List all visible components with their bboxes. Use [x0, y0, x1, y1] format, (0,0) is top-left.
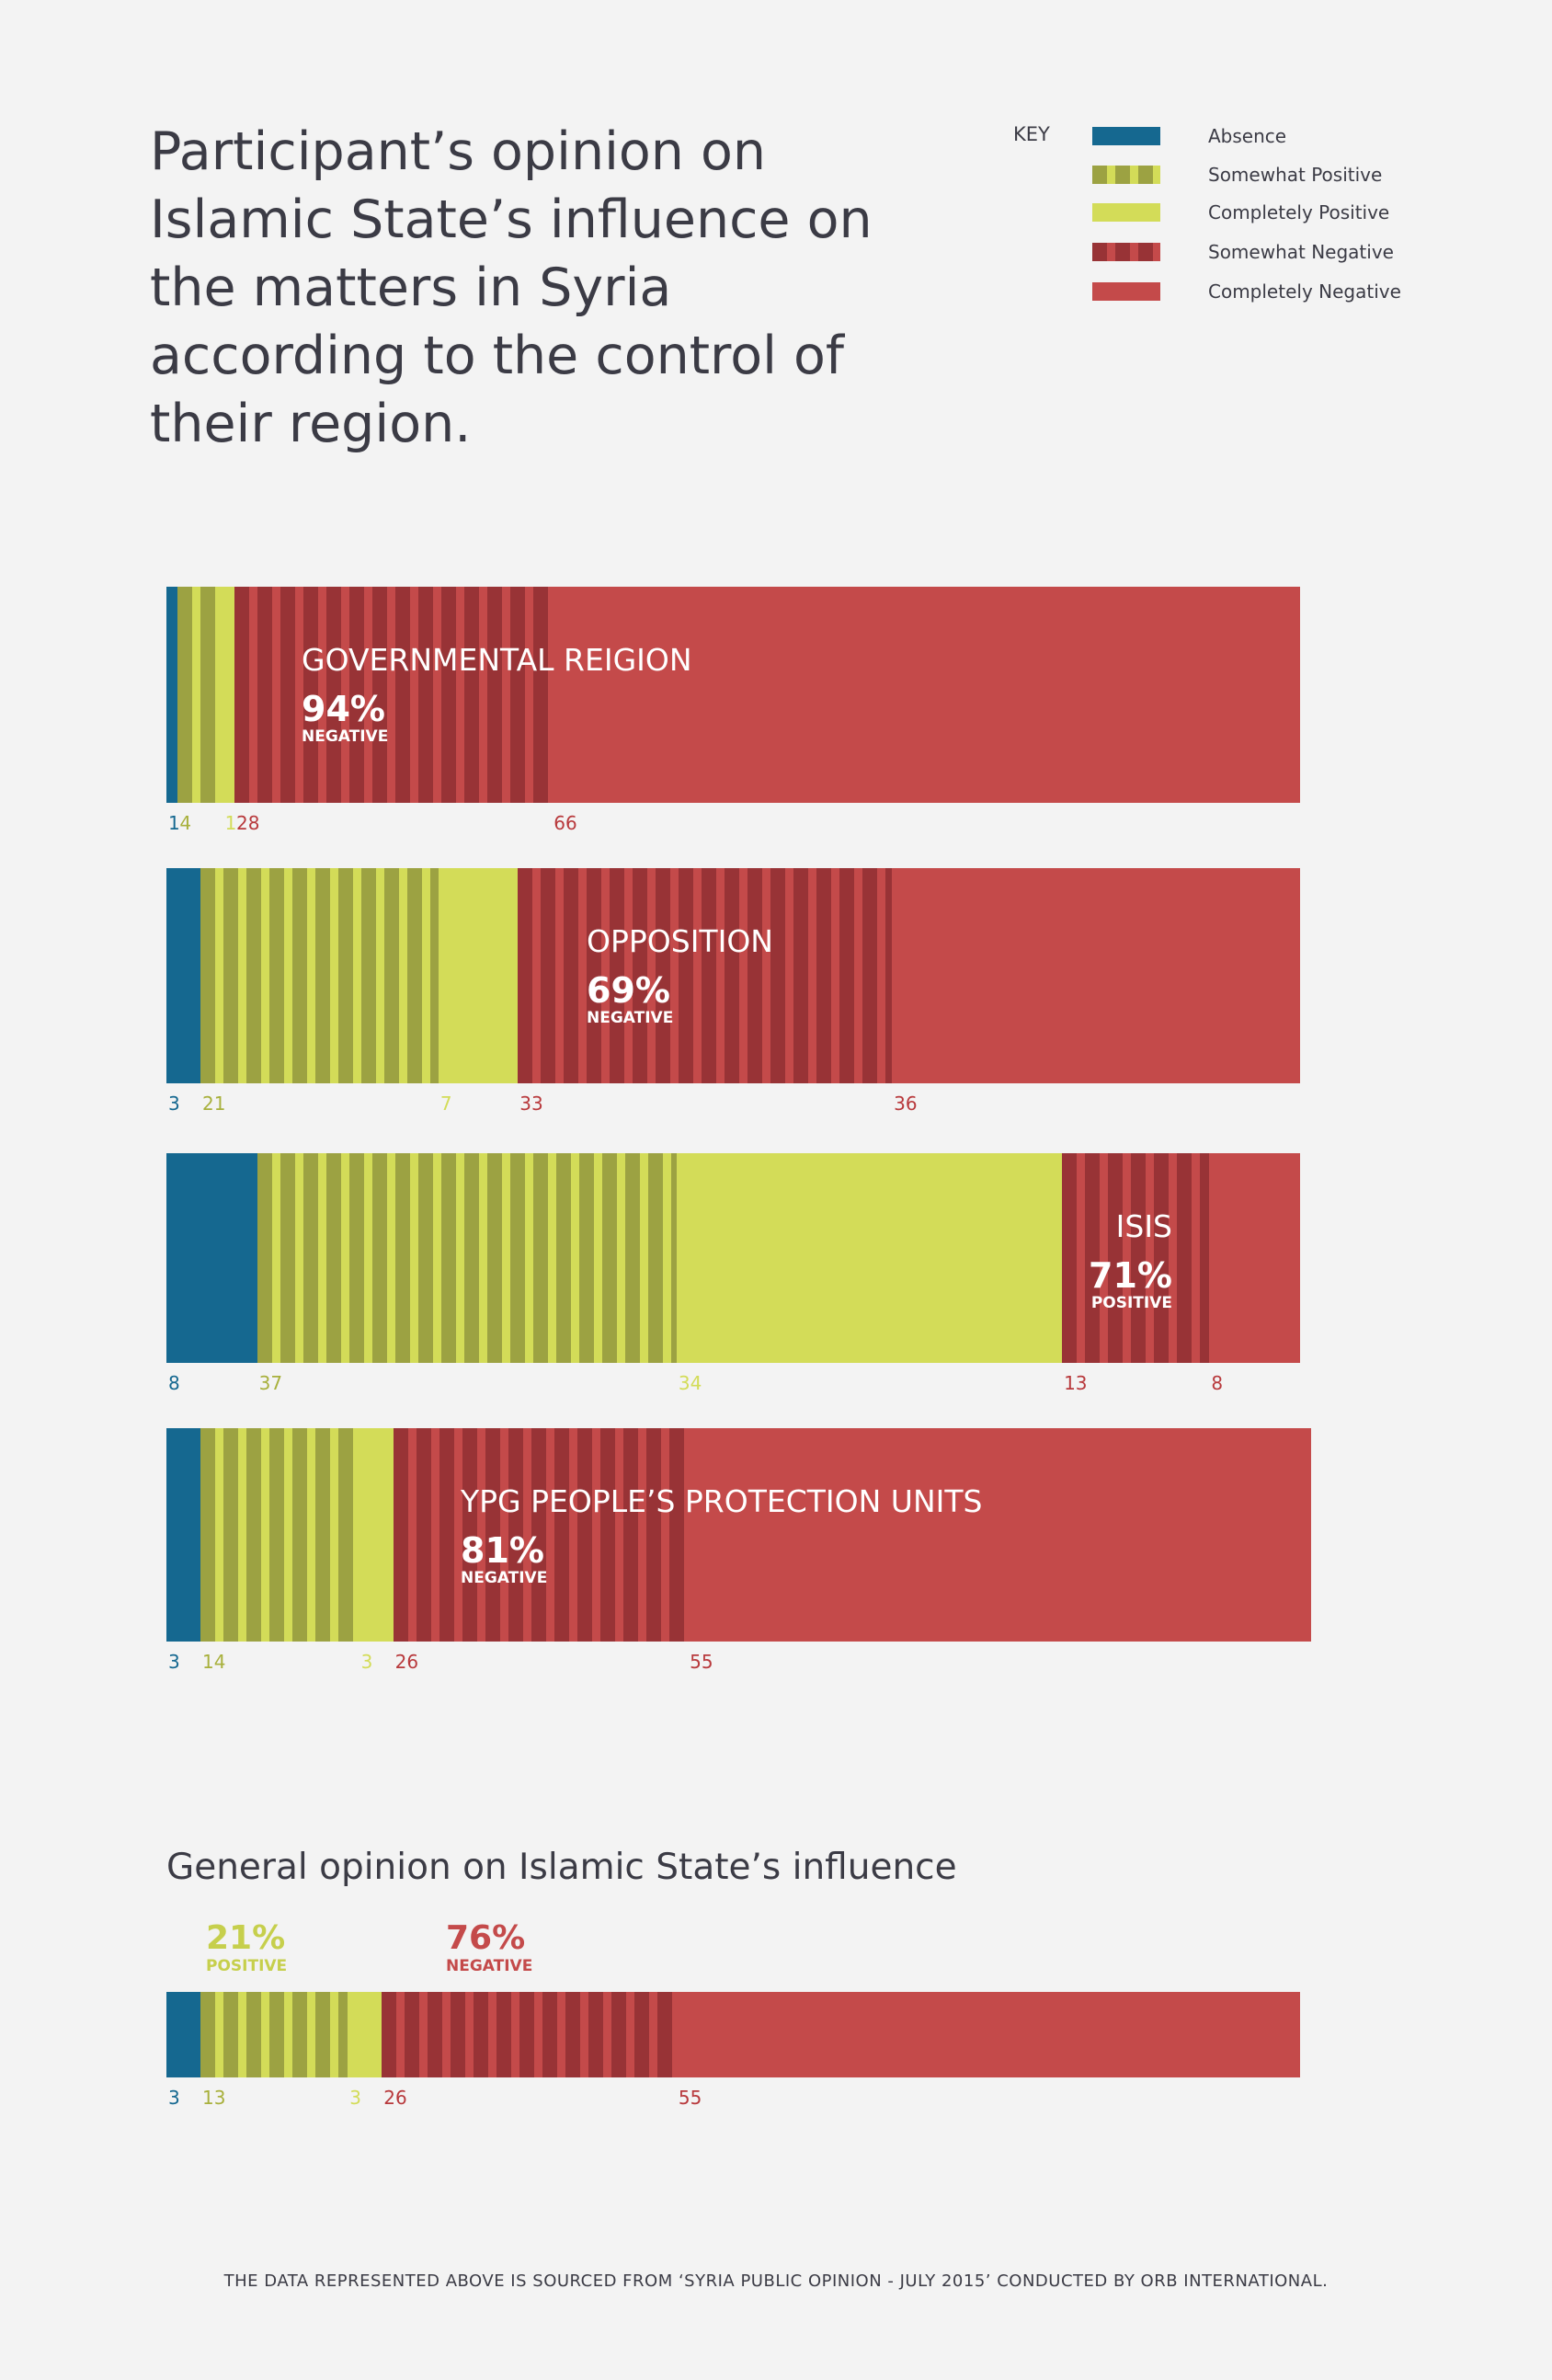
legend-label: Somewhat Negative — [1208, 241, 1394, 263]
bar-segment-completely-negative — [892, 868, 1300, 1083]
general-title: General opinion on Islamic State’s influ… — [166, 1847, 957, 1888]
bar-headline-percent: 94% — [302, 689, 385, 729]
data-label-absence: 3 — [168, 1093, 180, 1115]
data-label-somewhat-positive: 21 — [201, 1093, 226, 1115]
bar-segment-somewhat-positive — [200, 1992, 348, 2077]
data-label-somewhat-negative: 13 — [1064, 1372, 1088, 1394]
chart-title: Participant’s opinion on Islamic State’s… — [150, 121, 873, 454]
bar-segment-somewhat-negative — [393, 1428, 689, 1642]
bar-segment-completely-positive — [676, 1153, 1063, 1363]
general-positive-value: 21% — [206, 1919, 286, 1957]
data-label-completely-positive: 3 — [349, 2087, 361, 2109]
data-label-somewhat-positive: 37 — [258, 1372, 283, 1394]
bar-headline-percent: 69% — [587, 970, 670, 1011]
legend-item-somewhat-positive: Somewhat Positive — [1092, 164, 1383, 186]
source-footnote: THE DATA REPRESENTED ABOVE IS SOURCED FR… — [223, 2271, 1329, 2291]
legend-title: KEY — [1013, 123, 1050, 145]
region-bar — [166, 587, 1300, 803]
data-label-somewhat-positive: 13 — [201, 2087, 226, 2109]
bar-title: ISIS — [1115, 1208, 1172, 1244]
bar-segment-somewhat-negative — [382, 1992, 677, 2077]
legend-swatch — [1092, 282, 1160, 301]
data-label-absence: 3 — [168, 2087, 180, 2109]
bar-segment-somewhat-negative — [1062, 1153, 1210, 1363]
data-label-somewhat-negative: 26 — [394, 1651, 419, 1673]
bar-annotation: OPPOSITION 69% NEGATIVE — [587, 923, 773, 1027]
bar-segment-absence — [166, 1153, 257, 1363]
bar-segment-absence — [166, 1992, 200, 2077]
data-label-somewhat-negative: 28 — [235, 812, 260, 834]
data-label-somewhat-positive: 4 — [179, 812, 192, 834]
bar-title: GOVERNMENTAL REIGION — [302, 642, 692, 678]
bar-annotation: ISIS 71% POSITIVE — [1089, 1208, 1172, 1312]
bar-headline-percent: 71% — [1089, 1255, 1172, 1296]
bar-headline-label: NEGATIVE — [302, 727, 389, 746]
general-positive-label: POSITIVE — [206, 1957, 288, 1975]
bar-segment-somewhat-positive — [257, 1153, 677, 1363]
data-label-absence: 1 — [168, 812, 180, 834]
legend-label: Completely Positive — [1208, 201, 1390, 223]
bar-headline-label: POSITIVE — [1090, 1294, 1172, 1312]
bar-segment-completely-positive — [223, 587, 234, 803]
bar-segment-completely-negative — [1209, 1153, 1300, 1363]
data-label-completely-positive: 1 — [224, 812, 237, 834]
bar-segment-completely-negative — [676, 1992, 1300, 2077]
legend-label: Completely Negative — [1208, 280, 1401, 303]
bar-annotation: YPG PEOPLE’S PROTECTION UNITS 81% NEGATIVE — [461, 1483, 982, 1587]
bar-segment-absence — [166, 587, 178, 803]
bar-segment-somewhat-positive — [200, 1428, 359, 1642]
region-bar — [166, 868, 1300, 1083]
data-label-completely-negative: 55 — [678, 2087, 702, 2109]
general-positive-stat: 21% POSITIVE — [206, 1919, 288, 1976]
legend-item-somewhat-negative: Somewhat Negative — [1092, 241, 1394, 263]
general-negative-label: NEGATIVE — [446, 1957, 533, 1975]
bar-segment-somewhat-positive — [177, 587, 223, 803]
region-bar — [166, 1153, 1300, 1363]
bar-title: OPPOSITION — [587, 923, 773, 959]
general-negative-value: 76% — [446, 1919, 526, 1957]
bar-segment-completely-negative — [688, 1428, 1312, 1642]
legend-label: Somewhat Positive — [1208, 164, 1383, 186]
data-label-completely-negative: 36 — [894, 1093, 918, 1115]
bar-segment-completely-positive — [359, 1428, 394, 1642]
general-bar — [166, 1992, 1300, 2077]
data-label-somewhat-positive: 14 — [201, 1651, 226, 1673]
bar-segment-completely-positive — [438, 868, 519, 1083]
data-label-completely-positive: 34 — [678, 1372, 702, 1394]
bar-segment-completely-positive — [348, 1992, 382, 2077]
legend-item-absence: Absence — [1092, 125, 1287, 147]
legend-swatch — [1092, 127, 1160, 145]
legend-swatch — [1092, 243, 1160, 261]
legend-swatch — [1092, 203, 1160, 222]
legend-label: Absence — [1208, 125, 1287, 147]
bar-segment-absence — [166, 868, 200, 1083]
data-label-completely-negative: 55 — [690, 1651, 713, 1673]
data-label-somewhat-negative: 26 — [383, 2087, 407, 2109]
data-label-absence: 8 — [168, 1372, 180, 1394]
bar-headline-label: NEGATIVE — [587, 1009, 674, 1027]
bar-title: YPG PEOPLE’S PROTECTION UNITS — [461, 1483, 983, 1519]
bar-segment-completely-negative — [552, 587, 1300, 803]
bar-segment-absence — [166, 1428, 200, 1642]
data-label-completely-positive: 3 — [360, 1651, 373, 1673]
data-label-completely-negative: 8 — [1211, 1372, 1224, 1394]
region-bar — [166, 1428, 1312, 1642]
bar-headline-percent: 81% — [461, 1530, 544, 1571]
data-label-completely-positive: 7 — [439, 1093, 452, 1115]
bar-annotation: GOVERNMENTAL REIGION 94% NEGATIVE — [302, 642, 692, 746]
legend-item-completely-positive: Completely Positive — [1092, 201, 1390, 223]
bar-segment-somewhat-negative — [234, 587, 553, 803]
legend-swatch — [1092, 166, 1160, 184]
bar-segment-somewhat-negative — [518, 868, 893, 1083]
bar-segment-somewhat-positive — [200, 868, 439, 1083]
data-label-somewhat-negative: 33 — [519, 1093, 543, 1115]
data-label-completely-negative: 66 — [553, 812, 577, 834]
bar-headline-label: NEGATIVE — [461, 1569, 548, 1587]
data-label-absence: 3 — [168, 1651, 180, 1673]
legend-item-completely-negative: Completely Negative — [1092, 280, 1401, 303]
general-negative-stat: 76% NEGATIVE — [446, 1919, 533, 1976]
